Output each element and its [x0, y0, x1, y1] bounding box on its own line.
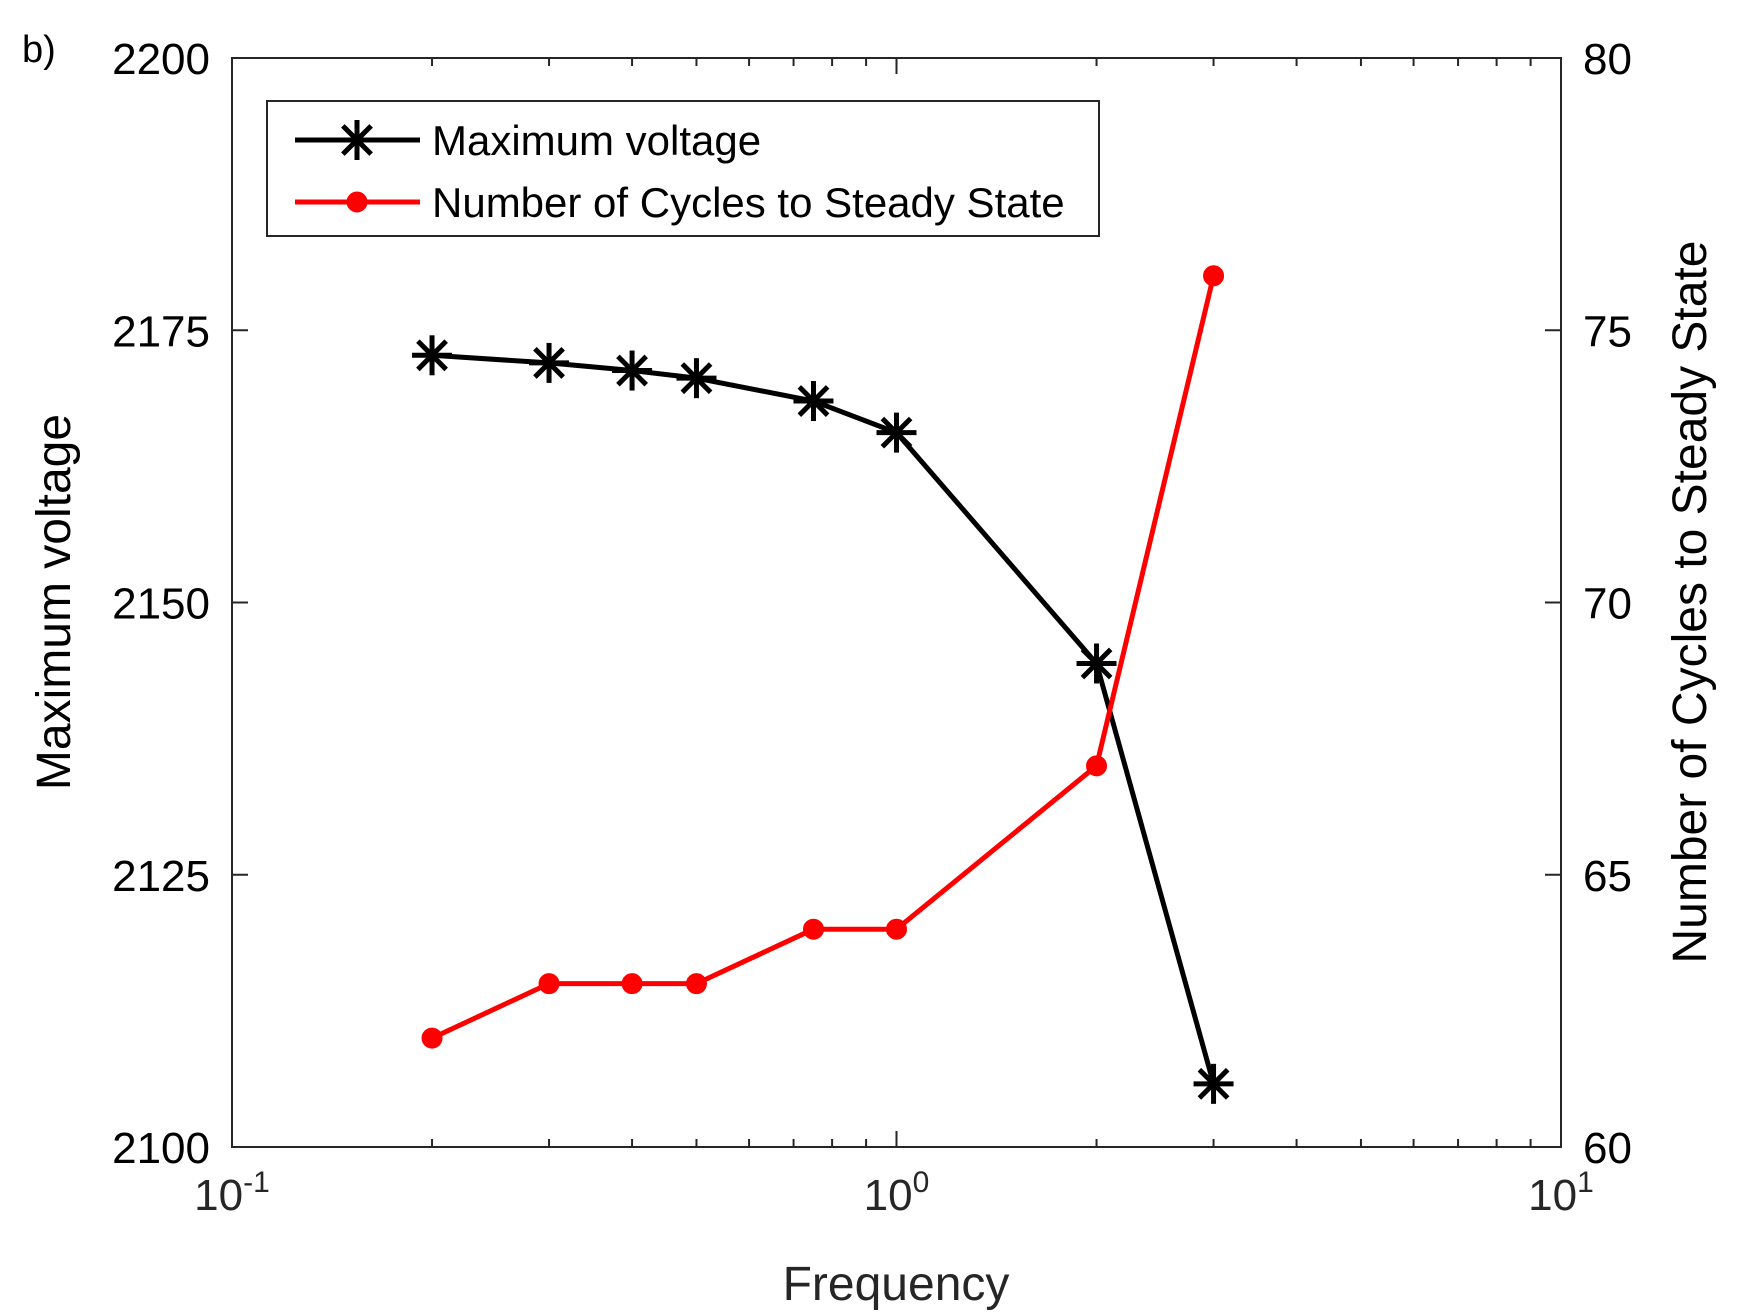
legend: Maximum voltage Number of Cycles to Stead…	[266, 100, 1100, 237]
left-y-tick-label: 2125	[112, 852, 210, 901]
asterisk-marker	[1076, 643, 1117, 684]
dot-marker	[621, 973, 643, 995]
right-y-tick-label: 65	[1583, 852, 1632, 901]
x-tick-label: 10-1	[194, 1166, 270, 1220]
legend-label: Number of Cycles to Steady State	[432, 179, 1065, 226]
asterisk-marker	[676, 358, 717, 399]
asterisk-marker	[529, 342, 570, 383]
legend-box	[266, 100, 1100, 237]
left-y-tick-label: 2100	[112, 1124, 210, 1173]
panel-label: b)	[22, 29, 56, 71]
dot-marker	[346, 191, 368, 213]
legend-item-cycles: Number of Cycles to Steady State	[295, 179, 1065, 226]
dot-marker	[1203, 265, 1225, 287]
right-y-tick-label: 80	[1583, 35, 1632, 84]
asterisk-marker	[876, 412, 917, 453]
asterisk-marker	[793, 381, 834, 422]
series-line-cycles	[430, 275, 1216, 1041]
asterisk-marker	[412, 335, 453, 376]
asterisk-marker	[1193, 1063, 1234, 1104]
left-y-tick-label: 2175	[112, 307, 210, 356]
series-layer	[412, 265, 1234, 1104]
x-tick-label: 100	[864, 1166, 930, 1220]
left-y-tick-label: 2150	[112, 580, 210, 629]
right-axis-label: Number of Cycles to Steady State	[1664, 241, 1717, 964]
dot-marker	[685, 973, 707, 995]
right-y-tick-label: 70	[1583, 580, 1632, 629]
series-max-voltage	[412, 335, 1234, 1104]
legend-label: Maximum voltage	[432, 117, 761, 164]
x-tick-label: 101	[1528, 1166, 1594, 1220]
plot-area	[231, 57, 1562, 1148]
asterisk-marker	[612, 350, 653, 391]
left-axis-label: Maximum voltage	[28, 414, 81, 790]
dot-marker	[421, 1027, 443, 1049]
dot-marker	[802, 918, 824, 940]
asterisk-marker	[337, 120, 377, 160]
dot-marker	[1086, 755, 1108, 777]
right-y-tick-label: 60	[1583, 1124, 1632, 1173]
x-axis-label: Frequency	[783, 1258, 1010, 1311]
ticks: 10-1 100 101 2100 2125 2150 2175 2200 60 65 70 75 80	[112, 35, 1632, 1220]
dot-marker	[886, 918, 907, 940]
series-cycles	[421, 265, 1225, 1049]
legend-item-max-voltage: Maximum voltage	[295, 117, 761, 164]
left-y-tick-label: 2200	[112, 35, 210, 84]
right-y-tick-label: 75	[1583, 307, 1632, 356]
dot-marker	[538, 973, 560, 995]
